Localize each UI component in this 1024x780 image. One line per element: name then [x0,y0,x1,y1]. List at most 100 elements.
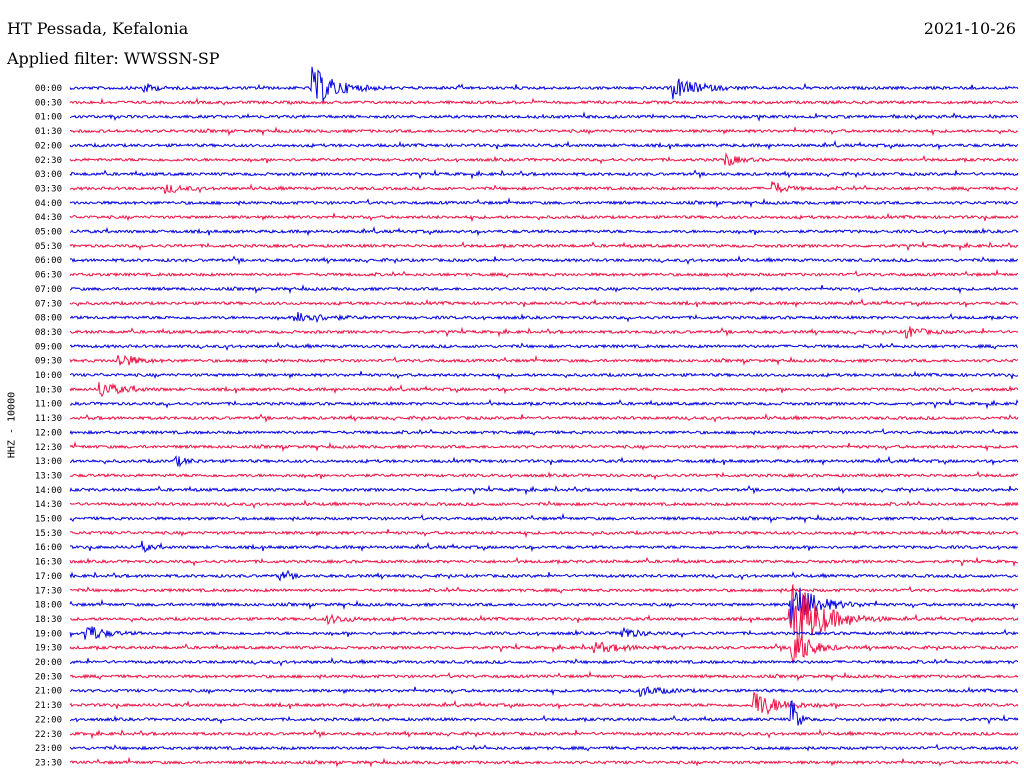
row-time-label: 00:30 [35,98,62,108]
row-time-label: 09:30 [35,357,62,367]
trace-row [69,556,1019,568]
trace-row [69,168,1019,180]
row-time-label: 02:00 [35,141,62,151]
trace-row [69,470,1019,481]
row-time-label: 17:00 [35,572,62,582]
row-time-label: 20:00 [35,658,62,668]
row-time-label: 14:30 [35,500,62,510]
trace-row [69,728,1019,740]
trace-row [69,756,1019,768]
trace-row [69,111,1019,122]
row-time-label: 01:00 [35,113,62,123]
trace-row [69,326,1019,339]
row-time-label: 03:30 [35,184,62,194]
trace-row [69,700,1019,726]
row-time-label: 07:00 [35,285,62,295]
row-time-label: 06:00 [35,256,62,266]
row-time-label: 15:00 [35,515,62,525]
row-time-label: 00:00 [35,84,62,94]
trace-row [69,226,1019,237]
trace-row [69,440,1019,453]
row-time-label: 16:30 [35,558,62,568]
trace-row [69,413,1019,423]
trace-row [69,382,1019,398]
trace-row [69,197,1019,209]
row-time-label: 10:00 [35,371,62,381]
row-time-label: 18:30 [35,615,62,625]
trace-row [69,626,1019,640]
trace-row [69,743,1019,752]
trace-row [69,584,1019,652]
row-time-label: 01:30 [35,127,62,137]
trace-row [69,139,1019,151]
row-time-label: 21:00 [35,687,62,697]
trace-row [69,212,1019,223]
row-time-label: 15:30 [35,529,62,539]
row-time-label: 06:30 [35,271,62,281]
row-time-label: 23:00 [35,744,62,754]
row-time-label: 20:30 [35,672,62,682]
row-time-label: 05:00 [35,228,62,238]
trace-row [69,341,1019,352]
row-time-label: 22:00 [35,715,62,725]
row-time-label: 21:30 [35,701,62,711]
trace-row [69,255,1019,266]
row-time-label: 05:30 [35,242,62,252]
trace-row [69,499,1019,509]
trace-row [69,540,1019,553]
trace-row [69,181,1019,195]
row-time-label: 18:00 [35,601,62,611]
trace-row [69,686,1019,697]
row-time-label: 07:30 [35,299,62,309]
row-time-label: 08:00 [35,314,62,324]
trace-row [69,512,1019,524]
trace-row [69,66,1019,102]
trace-row [69,484,1019,496]
trace-row [69,297,1019,309]
filter-label: Applied filter: WWSSN-SP [7,49,220,68]
row-time-label: 23:30 [35,758,62,768]
row-time-label: 08:30 [35,328,62,338]
trace-row [69,670,1019,682]
row-time-label: 17:30 [35,586,62,596]
trace-row [69,528,1019,539]
station-title: HT Pessada, Kefalonia [7,19,189,38]
row-time-label: 03:00 [35,170,62,180]
row-time-label: 11:00 [35,400,62,410]
trace-row [69,657,1019,667]
trace-row [69,455,1019,468]
trace-row [69,398,1019,410]
trace-row [69,312,1019,324]
row-time-label: 19:00 [35,629,62,639]
trace-row [69,284,1019,295]
trace-row [70,126,1019,137]
trace-row [69,427,1019,436]
row-time-label: 04:00 [35,199,62,209]
row-time-label: 16:00 [35,543,62,553]
row-time-label: 11:30 [35,414,62,424]
trace-row [69,268,1019,279]
trace-row [69,97,1019,106]
row-time-label: 12:30 [35,443,62,453]
row-time-label: 19:30 [35,644,62,654]
row-time-label: 13:30 [35,471,62,481]
date-label: 2021-10-26 [923,19,1016,38]
trace-row [69,690,1019,716]
row-time-label: 13:00 [35,457,62,467]
trace-row [69,152,1019,166]
trace-row [69,354,1019,366]
trace-row [69,587,1019,626]
trace-row [69,240,1019,252]
row-time-label: 09:00 [35,342,62,352]
trace-row [69,634,1019,665]
trace-row [69,569,1019,582]
row-time-label: 14:00 [35,486,62,496]
row-time-label: 04:30 [35,213,62,223]
trace-row [69,370,1019,381]
row-time-label: 22:30 [35,730,62,740]
trace-row [69,585,1019,594]
row-time-label: 12:00 [35,428,62,438]
row-time-label: 02:30 [35,156,62,166]
row-time-label: 10:30 [35,385,62,395]
